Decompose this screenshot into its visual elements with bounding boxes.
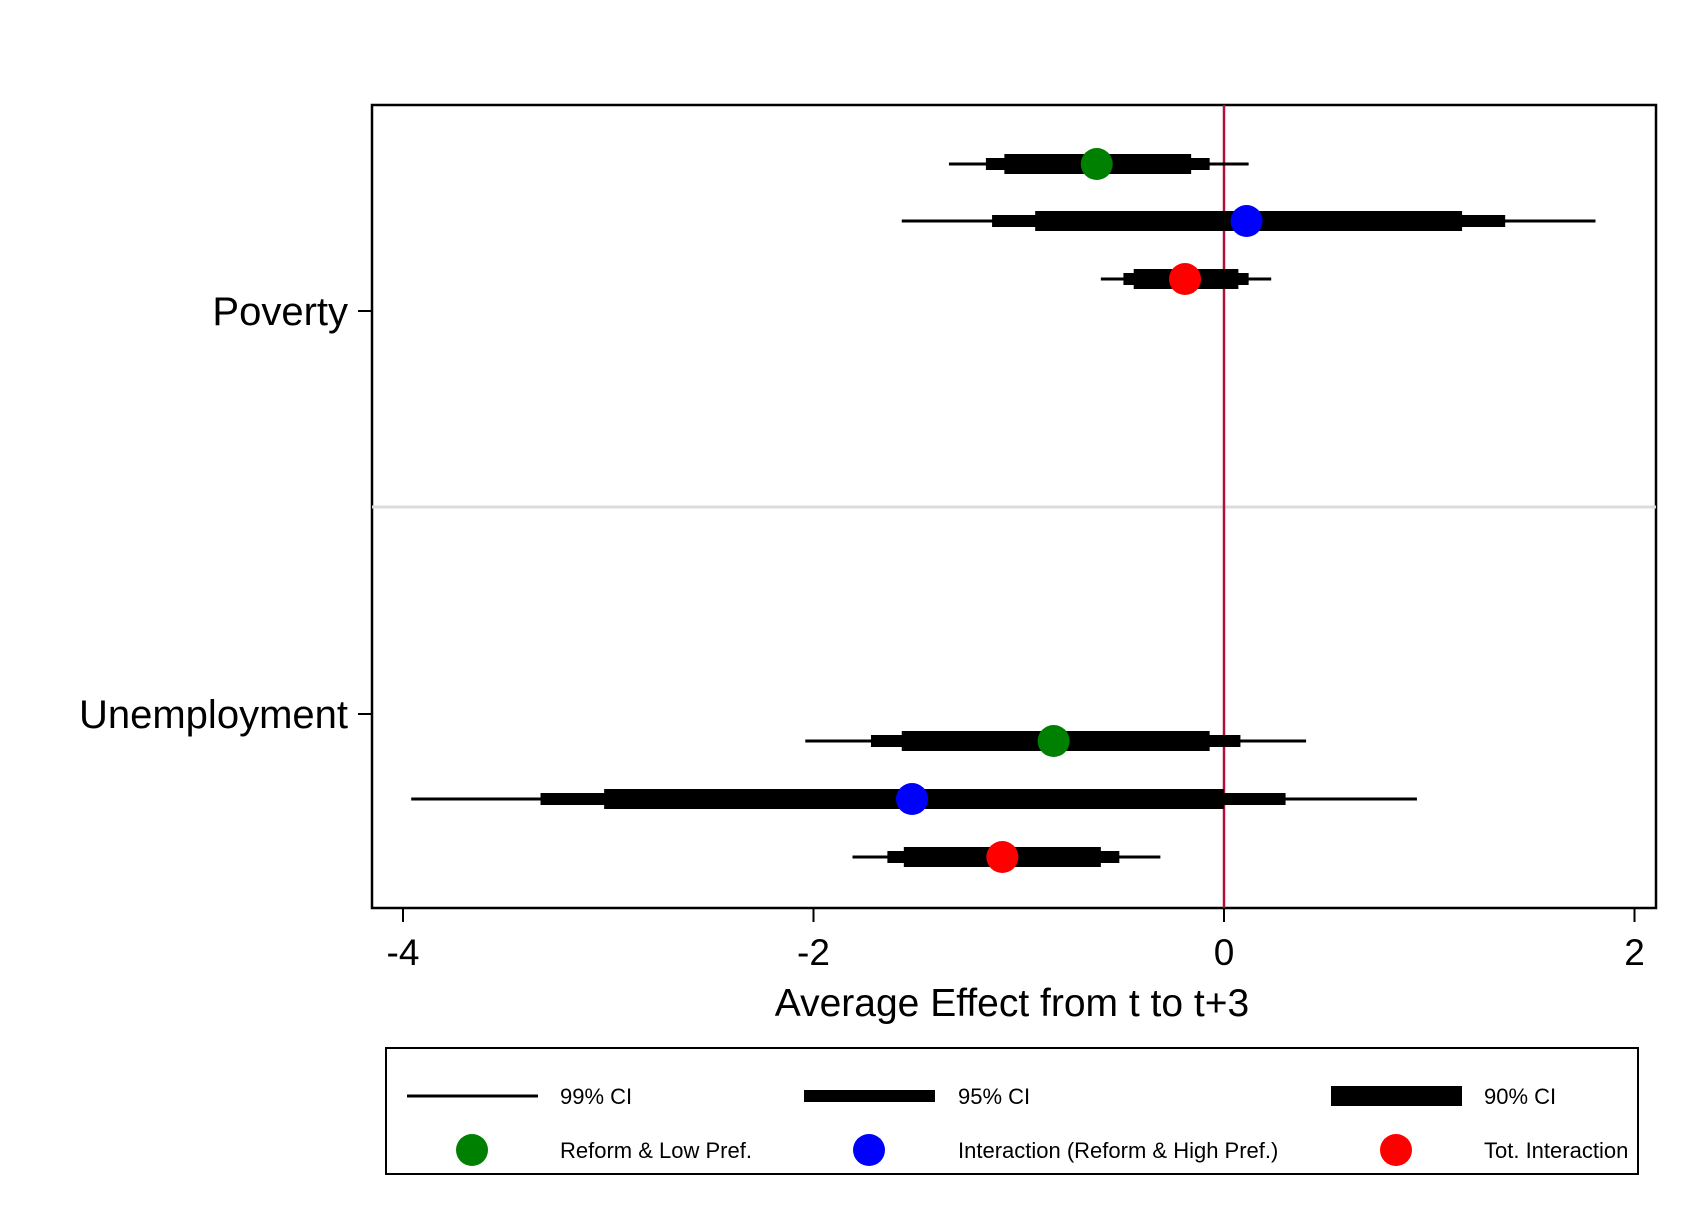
- legend-label: Tot. Interaction: [1484, 1138, 1628, 1163]
- estimate-dot: [1169, 263, 1202, 295]
- x-axis-title: Average Effect from t to t+3: [775, 982, 1249, 1025]
- legend-dot: [1380, 1134, 1412, 1166]
- legend-label: 95% CI: [958, 1084, 1030, 1109]
- x-tick-label: 2: [1624, 932, 1645, 973]
- legend: 99% CI 95% CI 90% CI Reform & Low Pref. Inte…: [385, 1047, 1639, 1175]
- estimate-dot: [1080, 148, 1113, 180]
- category-label: Poverty: [212, 290, 348, 334]
- estimate-dot: [896, 783, 929, 815]
- coefficient-row: [852, 841, 1161, 873]
- coefficient-marks: [411, 148, 1596, 873]
- coefficient-row: [805, 725, 1307, 757]
- legend-items: 99% CI 95% CI 90% CI Reform & Low Pref. Inte…: [407, 1084, 1628, 1166]
- legend-frame: [385, 1047, 1639, 1175]
- legend-dot: [456, 1134, 488, 1166]
- legend-label: 90% CI: [1484, 1084, 1556, 1109]
- estimate-dot: [1230, 205, 1263, 237]
- legend-dot: [853, 1134, 885, 1166]
- legend-label: 99% CI: [560, 1084, 632, 1109]
- legend-label: Reform & Low Pref.: [560, 1138, 752, 1163]
- x-axis: -4 -2 0 2: [387, 908, 1645, 973]
- x-tick-label: 0: [1214, 932, 1235, 973]
- coefficient-row: [411, 783, 1417, 815]
- estimate-dot: [1037, 725, 1070, 757]
- coefficient-row: [948, 148, 1249, 180]
- coefficient-row: [901, 205, 1596, 237]
- x-tick-label: -2: [797, 932, 830, 973]
- coefficient-row: [1100, 263, 1272, 295]
- legend-label: Interaction (Reform & High Pref.): [958, 1138, 1278, 1163]
- estimate-dot: [986, 841, 1019, 873]
- category-label: Unemployment: [79, 693, 348, 737]
- x-tick-label: -4: [387, 932, 420, 973]
- category-axis: Poverty Unemployment: [79, 290, 372, 737]
